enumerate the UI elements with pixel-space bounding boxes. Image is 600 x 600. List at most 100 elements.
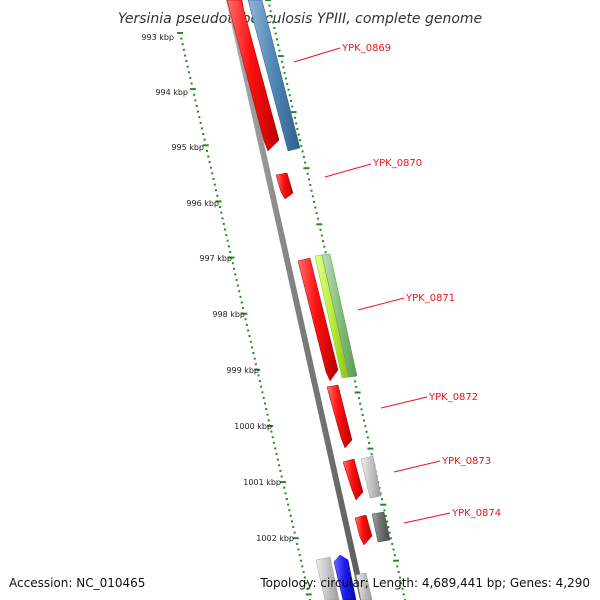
ruler-dot xyxy=(244,318,247,321)
kbp-label: 997 kbp xyxy=(199,254,232,263)
ruler-tick xyxy=(202,144,209,147)
ruler-tick xyxy=(354,391,361,394)
ruler-dot xyxy=(384,514,387,517)
kbp-label: 998 kbp xyxy=(212,310,245,319)
gene-label-ypk0869: YPK_0869 xyxy=(341,43,391,54)
ruler-dot xyxy=(240,301,243,304)
ruler-dot xyxy=(270,15,273,18)
blue-feature-bottom xyxy=(333,554,357,600)
gene-label-ypk0871: YPK_0871 xyxy=(405,293,455,304)
ruler-tick xyxy=(290,111,297,114)
ruler-dot xyxy=(212,178,215,180)
ruler-dot xyxy=(313,200,316,203)
ruler-dot xyxy=(357,397,360,400)
ruler-dot xyxy=(306,172,309,175)
ruler-dot xyxy=(293,116,296,119)
ruler-dot xyxy=(226,239,229,242)
ruler-dot xyxy=(299,139,301,142)
ruler-dot xyxy=(397,571,400,573)
cds-feature-ypk0874 xyxy=(354,514,373,546)
gene-label-ypk0873: YPK_0873 xyxy=(441,456,491,467)
ruler-dot xyxy=(252,352,255,354)
ruler-dot xyxy=(221,217,224,220)
ruler-dot xyxy=(324,251,327,254)
kbp-label: 1000 kbp xyxy=(234,422,272,431)
ruler-dot xyxy=(267,419,270,422)
ruler-dot xyxy=(197,110,199,113)
ruler-dot xyxy=(287,503,290,506)
gray-feature-ypk0873 xyxy=(360,455,382,499)
ruler-tick xyxy=(367,447,374,450)
ruler-dot xyxy=(245,323,248,326)
ruler-dot xyxy=(283,71,286,74)
ruler-dot xyxy=(273,441,275,444)
ruler-tick xyxy=(228,256,235,259)
ruler-dot xyxy=(222,222,225,225)
gray-feature-bottom xyxy=(315,556,340,600)
ruler-dot xyxy=(200,127,203,130)
ruler-dot xyxy=(254,363,257,366)
ruler-dot xyxy=(231,262,234,265)
ruler-dot xyxy=(288,94,291,97)
ruler-dot xyxy=(284,492,287,495)
kbp-label: 999 kbp xyxy=(226,366,259,375)
kbp-label: 994 kbp xyxy=(155,88,188,97)
ruler-dot xyxy=(186,65,189,68)
ruler-tick xyxy=(189,88,196,91)
ruler-dot xyxy=(216,194,219,197)
kbp-label: 995 kbp xyxy=(171,143,204,152)
gene-label-ypk0870: YPK_0870 xyxy=(372,158,422,169)
ruler-dot xyxy=(247,329,250,332)
ruler-dot xyxy=(401,587,404,590)
ruler-dot xyxy=(181,43,184,46)
cds-feature-ypk0871 xyxy=(297,257,339,382)
ruler-dot xyxy=(396,565,399,568)
cds-feature-ypk0870 xyxy=(275,172,294,200)
ruler-dot xyxy=(304,161,307,164)
cds-feature-ypk0872 xyxy=(326,384,353,449)
ruler-dot xyxy=(281,60,284,63)
ruler-dot xyxy=(314,206,317,209)
ruler-dot xyxy=(393,554,396,557)
ruler-dot xyxy=(271,436,274,439)
ruler-dot xyxy=(293,531,296,534)
ruler-dot xyxy=(195,105,198,107)
ruler-dot xyxy=(264,402,266,405)
ruler-dot xyxy=(215,189,217,192)
cds-feature-ypk0873 xyxy=(342,458,364,501)
ruler-dot xyxy=(295,122,298,125)
ruler-dot xyxy=(270,430,273,433)
leader-line xyxy=(403,512,451,524)
leader-line xyxy=(393,460,441,473)
ruler-dot xyxy=(218,206,221,208)
ruler-dot xyxy=(283,486,286,489)
ruler-dot xyxy=(300,559,302,562)
ruler-dot xyxy=(202,133,205,135)
ruler-tick xyxy=(305,593,312,596)
ruler-dot xyxy=(308,178,310,181)
ruler-dot xyxy=(274,32,277,35)
ruler-dot xyxy=(319,228,322,231)
ruler-dot xyxy=(224,228,226,231)
ruler-dot xyxy=(398,576,401,579)
ruler-dot xyxy=(194,99,197,102)
ruler-dot xyxy=(402,593,405,596)
ruler-dot xyxy=(185,60,188,63)
ruler-dot xyxy=(392,548,395,551)
ruler-dot xyxy=(288,509,291,512)
ruler-dot xyxy=(280,475,283,478)
ruler-dot xyxy=(227,245,230,248)
ruler-dot xyxy=(257,374,260,377)
ruler-dot xyxy=(366,436,369,439)
ruler-dot xyxy=(269,10,272,13)
ruler-dot xyxy=(277,43,280,46)
ruler-dot xyxy=(400,582,403,585)
accession-text: Accession: NC_010465 xyxy=(9,576,145,590)
ruler-tick xyxy=(267,425,274,427)
kbp-labels: 993 kbp 994 kbp 995 kbp 996 kbp 997 kbp … xyxy=(141,33,294,543)
ruler-dot xyxy=(190,82,193,85)
ruler-dot xyxy=(296,128,299,130)
ruler-dot xyxy=(386,520,389,523)
ruler-dot xyxy=(291,105,294,108)
ruler-tick xyxy=(303,167,310,170)
